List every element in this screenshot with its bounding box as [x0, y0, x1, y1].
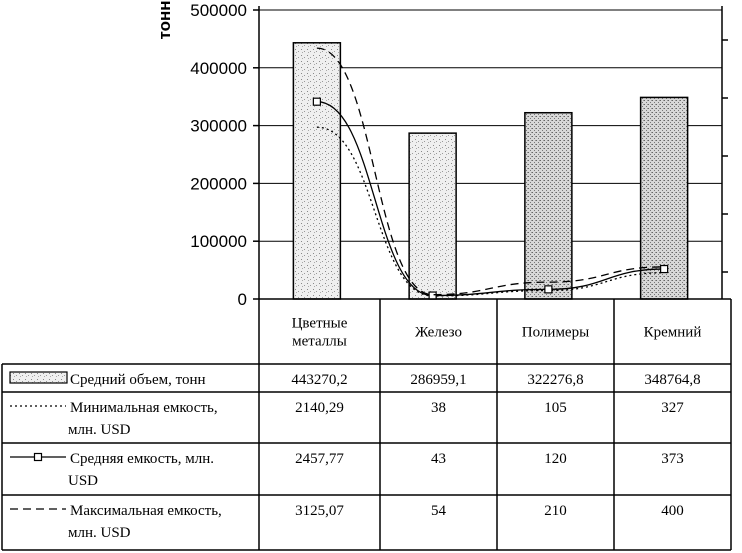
data-label: 443270,2	[291, 372, 347, 388]
data-label: 286959,1	[410, 372, 466, 388]
series-marker	[660, 264, 669, 274]
legend-label: Средний объем, тонн	[70, 372, 206, 388]
y-axis-label: тонн	[155, 0, 174, 39]
axes: 0 100000 200000 300000 400000 500000	[190, 1, 728, 309]
legend-key-marker	[33, 452, 43, 462]
data-label: 210	[544, 503, 567, 519]
legend-label: Минимальная емкость,	[70, 400, 218, 416]
data-label: 54	[431, 503, 447, 519]
y-tick-label: 200000	[190, 174, 247, 193]
legend-key	[9, 371, 68, 384]
data-label: 3125,07	[295, 503, 344, 519]
bars	[292, 42, 689, 300]
data-label: 105	[544, 400, 567, 416]
series-marker	[428, 291, 437, 300]
y-tick-label: 300000	[190, 117, 247, 136]
series-line	[316, 47, 665, 296]
data-label: 2140,29	[295, 400, 344, 416]
category-label: Кремний	[644, 325, 702, 341]
series-marker	[312, 97, 321, 106]
y-tick-label: 0	[238, 290, 247, 309]
series-lines	[312, 47, 669, 300]
data-label: 43	[431, 451, 446, 467]
data-label: 2457,77	[295, 451, 344, 467]
legend-label: Средняя емкость, млн.	[70, 451, 214, 467]
category-label: металлы	[292, 334, 347, 350]
bar	[408, 132, 457, 300]
series-line	[316, 126, 665, 297]
category-label: Железо	[415, 325, 462, 341]
legend-label: USD	[68, 473, 98, 489]
category-label: Полимеры	[522, 325, 589, 341]
data-label: 327	[661, 400, 684, 416]
data-label: 38	[431, 400, 446, 416]
bar	[292, 42, 342, 300]
data-label: 322276,8	[527, 372, 583, 388]
bar	[524, 111, 573, 300]
y-tick-label: 400000	[190, 59, 247, 78]
category-label: Цветные	[292, 316, 348, 332]
data-label: 373	[661, 451, 684, 467]
y-tick-label: 500000	[190, 1, 247, 20]
data-label: 120	[544, 451, 567, 467]
series-marker	[544, 285, 553, 294]
data-table: Цветные металлы Железо Полимеры Кремний Средн…	[1, 298, 732, 551]
legend-label: Максимальная емкость,	[70, 503, 222, 519]
data-label: 348764,8	[644, 372, 700, 388]
legend-label: млн. USD	[68, 525, 131, 541]
data-label: 400	[661, 503, 684, 519]
legend-label: млн. USD	[68, 422, 131, 438]
y-tick-label: 100000	[190, 232, 247, 251]
series-line	[316, 101, 665, 297]
